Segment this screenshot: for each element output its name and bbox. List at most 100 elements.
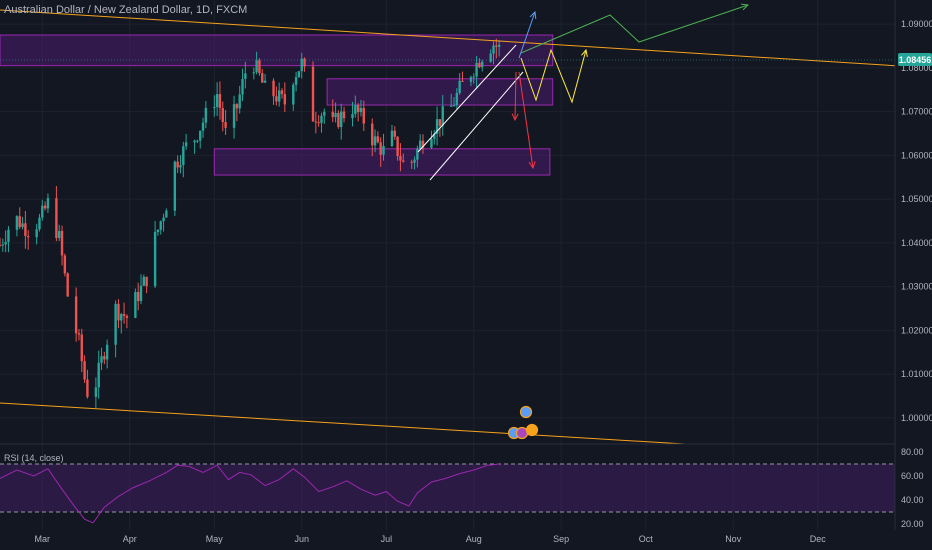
candle-body	[156, 229, 160, 232]
drawing-layer	[0, 3, 932, 445]
candle-body	[136, 291, 140, 302]
candle-body	[356, 104, 360, 113]
candle-body	[272, 80, 275, 97]
rsi-tick-label: 20.00	[901, 519, 924, 529]
candle-body	[94, 387, 98, 397]
candle-body	[80, 334, 83, 362]
price-tick-label: 1.05000	[901, 194, 932, 204]
projection-red-arrow-short[interactable]	[514, 71, 517, 121]
price-tick-label: 1.00000	[901, 413, 932, 423]
projection-red-arrow-long[interactable]	[518, 71, 534, 169]
lower-trendline[interactable]	[0, 402, 686, 445]
candle-layer	[0, 38, 501, 409]
candle-body	[340, 111, 343, 128]
candle-body	[120, 314, 123, 321]
price-tick-label: 1.08000	[901, 63, 932, 73]
candle-body	[199, 130, 202, 141]
candle-body	[15, 216, 19, 230]
supply-demand-zone-3[interactable]	[213, 148, 551, 176]
candle-body	[393, 130, 396, 137]
price-tick-label: 1.04000	[901, 238, 932, 248]
rsi-tick-label: 60.00	[901, 471, 924, 481]
channel-upper-line[interactable]	[417, 44, 517, 153]
candle-body	[252, 72, 255, 74]
supply-demand-zone-1[interactable]	[0, 34, 554, 67]
candle-body	[311, 66, 315, 122]
candle-body	[60, 230, 64, 256]
candle-body	[292, 84, 295, 105]
candle-body	[224, 122, 227, 128]
candle-body	[379, 142, 382, 155]
candle-body	[475, 62, 478, 77]
candle-body	[63, 255, 67, 274]
candle-body	[497, 44, 501, 47]
candle-body	[472, 76, 475, 78]
candle-body	[66, 273, 69, 297]
candle-body	[255, 60, 258, 73]
candle-body	[221, 108, 224, 123]
projection-green-arrow[interactable]	[520, 4, 749, 54]
projection-yellow-arrow[interactable]	[520, 48, 587, 104]
event-icon-4[interactable]	[525, 423, 539, 437]
projection-yellow-arrow-head	[581, 48, 588, 57]
projection-red-arrow-short-head	[511, 113, 519, 122]
candle-body	[176, 161, 179, 168]
candle-body	[489, 53, 492, 62]
time-tick-label: Jul	[381, 534, 393, 544]
candle-body	[218, 94, 222, 109]
candle-body	[162, 217, 165, 222]
candle-body	[27, 235, 30, 238]
candle-body	[196, 140, 199, 142]
candle-body	[373, 136, 377, 146]
candle-body	[100, 356, 103, 363]
candle-body	[142, 276, 146, 286]
candle-body	[46, 198, 50, 209]
candle-body	[396, 136, 399, 157]
candle-body	[410, 161, 413, 163]
candle-body	[0, 245, 2, 247]
candle-body	[413, 159, 416, 163]
candle-body	[134, 291, 137, 318]
candle-body	[430, 138, 433, 148]
event-icons[interactable]	[507, 405, 539, 440]
candle-body	[331, 111, 334, 118]
channel-lower-line[interactable]	[429, 71, 524, 181]
event-icon-1[interactable]	[519, 405, 533, 419]
candle-body	[244, 73, 247, 79]
candle-body	[435, 119, 439, 134]
price-tick-label: 1.09000	[901, 19, 932, 29]
candle-body	[18, 216, 21, 228]
candle-body	[173, 161, 177, 211]
candle-body	[455, 92, 459, 106]
candle-body	[41, 205, 44, 218]
candle-body	[317, 122, 320, 124]
event-icon-3[interactable]	[515, 426, 529, 440]
candle-body	[1, 244, 5, 246]
candle-body	[103, 356, 106, 360]
rsi-band-fill	[0, 464, 895, 512]
candle-body	[277, 90, 281, 102]
candle-body	[105, 344, 109, 360]
candle-body	[362, 107, 365, 124]
candle-body	[458, 80, 461, 93]
price-badge-text: 1.08456	[899, 55, 932, 65]
projection-blue-arrow[interactable]	[518, 11, 536, 59]
candle-body	[21, 223, 24, 228]
candle-body	[441, 106, 444, 126]
candle-body	[24, 223, 27, 236]
candle-body	[342, 111, 346, 119]
candle-body	[371, 123, 374, 146]
candle-body	[297, 71, 301, 78]
price-badge	[898, 53, 932, 66]
candle-body	[303, 58, 306, 67]
candle-body	[433, 133, 436, 139]
upper-trendline[interactable]	[0, 9, 932, 69]
candle-body	[421, 140, 425, 148]
candle-body	[139, 285, 143, 302]
candle-body	[43, 205, 47, 209]
candle-body	[275, 96, 278, 102]
candle-body	[235, 104, 239, 109]
projection-red-arrow-long-head	[528, 161, 536, 170]
candle-body	[184, 142, 188, 147]
